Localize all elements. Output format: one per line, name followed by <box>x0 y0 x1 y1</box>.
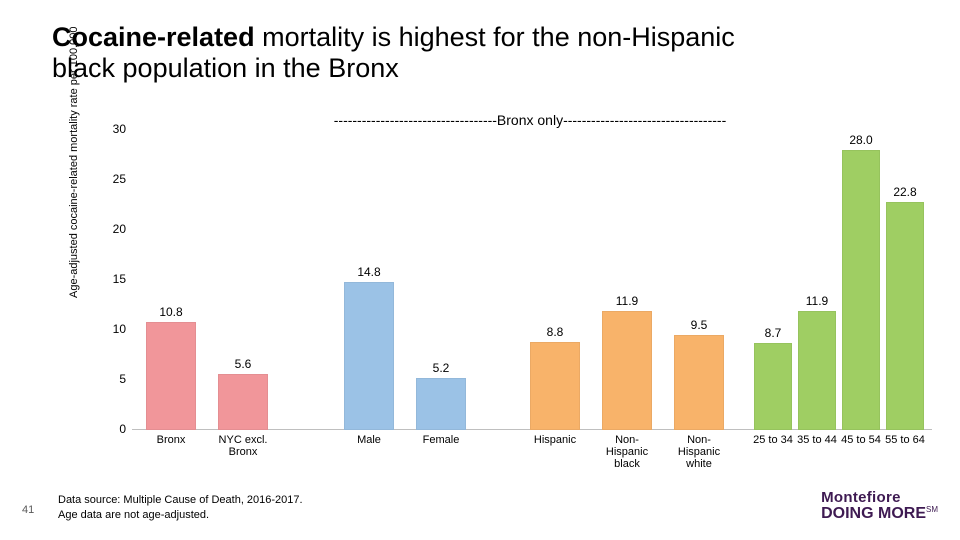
bar <box>344 282 394 430</box>
y-axis-label: Age-adjusted cocaine-related mortality r… <box>68 27 80 299</box>
bar <box>416 378 466 430</box>
x-category-label: Male <box>337 434 401 446</box>
bar-value-label: 22.8 <box>886 185 924 199</box>
bar-value-label: 5.2 <box>416 361 466 375</box>
x-category-label: NYC excl.Bronx <box>211 434 275 458</box>
title-bold-1: Cocaine-related <box>52 22 255 52</box>
bar-value-label: 8.7 <box>754 326 792 340</box>
y-tick-label: 0 <box>92 422 126 436</box>
bar <box>842 150 880 430</box>
y-tick-label: 15 <box>92 272 126 286</box>
x-category-label: Non-Hispanicwhite <box>667 434 731 470</box>
bar-value-label: 11.9 <box>798 294 836 308</box>
bar <box>886 202 924 430</box>
bar <box>146 322 196 430</box>
y-tick-label: 25 <box>92 172 126 186</box>
bar <box>754 343 792 430</box>
page-title: Cocaine-related mortality is highest for… <box>52 22 902 84</box>
bar <box>218 374 268 430</box>
bar-value-label: 10.8 <box>146 305 196 319</box>
y-tick-label: 10 <box>92 322 126 336</box>
bar-value-label: 8.8 <box>530 325 580 339</box>
title-plain-1: mortality is highest for the non-Hispani… <box>255 22 735 52</box>
x-category-label: Bronx <box>139 434 203 446</box>
footer-source: Data source: Multiple Cause of Death, 20… <box>58 493 303 522</box>
bar-value-label: 28.0 <box>842 133 880 147</box>
footer-line-1: Data source: Multiple Cause of Death, 20… <box>58 494 303 506</box>
plot-area: 05101520253010.8Bronx5.6NYC excl.Bronx14… <box>132 130 932 430</box>
slide: Cocaine-related mortality is highest for… <box>0 0 960 540</box>
bar-value-label: 14.8 <box>344 265 394 279</box>
bronx-only-annotation: -----------------------------------Bronx… <box>120 112 940 128</box>
bar-chart: Age-adjusted cocaine-related mortality r… <box>70 128 940 468</box>
y-tick-label: 30 <box>92 122 126 136</box>
y-tick-label: 5 <box>92 372 126 386</box>
logo-tagline: DOING MORESM <box>821 506 938 522</box>
logo-wordmark: Montefiore <box>821 489 938 506</box>
y-tick-label: 20 <box>92 222 126 236</box>
page-number: 41 <box>22 504 34 516</box>
bar-value-label: 9.5 <box>674 318 724 332</box>
montefiore-logo: Montefiore DOING MORESM <box>821 489 938 522</box>
x-category-label: Hispanic <box>523 434 587 446</box>
x-category-label: Non-Hispanicblack <box>595 434 659 470</box>
bar <box>798 311 836 430</box>
x-category-label: 55 to 64 <box>873 434 937 446</box>
bar <box>602 311 652 430</box>
bar <box>674 335 724 430</box>
footer-line-2: Age data are not age-adjusted. <box>58 509 209 521</box>
bar <box>530 342 580 430</box>
bar-value-label: 11.9 <box>602 294 652 308</box>
x-category-label: Female <box>409 434 473 446</box>
title-plain-2: black population in the Bronx <box>52 53 399 83</box>
bar-value-label: 5.6 <box>218 357 268 371</box>
